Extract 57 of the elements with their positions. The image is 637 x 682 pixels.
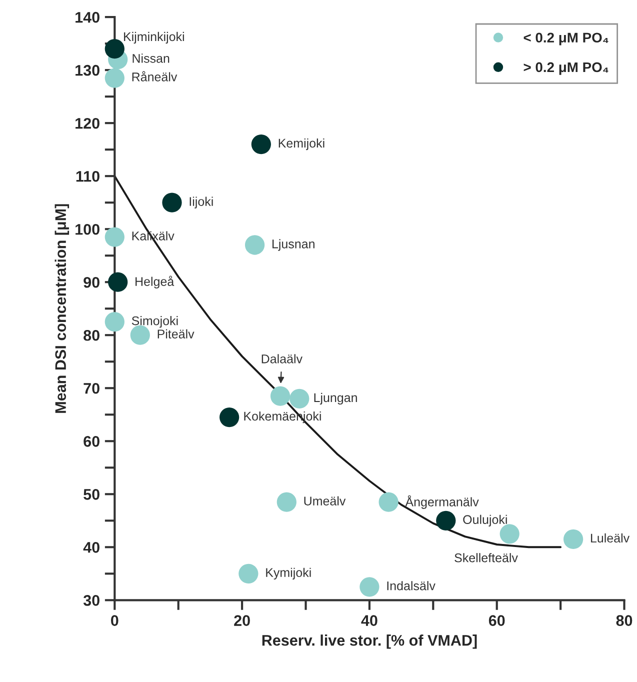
point [104,312,124,332]
annotation: Luleälv [590,533,630,543]
annotation: Nissan [132,54,170,63]
annotation: Ljungan [314,392,357,405]
point [563,529,584,550]
annotation: Simojoki [132,316,178,328]
point [244,235,265,255]
annotation: Indalsälv [387,581,436,590]
y-tick-label: 110 [76,170,100,182]
point [378,492,398,512]
y-tick-label: 120 [76,118,100,129]
annotation: Ljusnan [272,239,314,251]
annotation: Kemijoki [278,138,324,150]
y-tick-label: 40 [83,542,100,553]
x-tick-label: 60 [488,615,505,626]
y-tick-label: 70 [84,382,100,394]
x-tick-label: 20 [234,615,250,626]
annotation: Kijminkijoki [124,32,184,44]
annotation: Umeälv [304,496,346,506]
x-tick-label: 0 [111,615,118,626]
y-tick-label: 130 [76,64,100,76]
annotation: Dalaälv [262,354,302,364]
annotation: Råneälv [132,71,178,82]
y-tick-label: 80 [84,330,100,341]
annotation: Piteälv [158,329,194,338]
legend-label: < 0.2 μM PO₄ [524,32,608,46]
annotation: Skellefteälv [454,553,518,562]
y-tick-label: 100 [76,224,100,235]
y-tick-label: 60 [84,436,100,447]
point [104,68,124,88]
y-tick-label: 50 [84,489,100,500]
point [276,492,296,512]
point [251,134,271,154]
point [220,407,240,428]
point [108,272,128,292]
x-tick-label: 80 [616,615,632,626]
y-tick-label: 30 [83,595,100,606]
point [104,39,124,59]
x-axis-title: Reserv. live stor. [% of VMAD] [262,634,477,649]
annotation: Iijoki [190,196,213,208]
line-series [114,175,562,548]
annotation: Ångermanälv [405,495,479,509]
point [104,227,124,247]
point [162,192,182,212]
x-tick-label: 40 [361,615,378,626]
y-tick-label: 140 [76,12,100,23]
point [360,577,380,597]
legend-label: > 0.2 μM PO₄ [524,62,608,75]
annotation: Kymijoki [266,568,311,580]
point [436,510,456,530]
y-tick-label: 90 [84,276,100,288]
annotation: Oulujoki [463,514,507,526]
y-axis-title: Mean DSI concentration [μM] [54,204,70,413]
point [290,388,310,409]
point [270,386,290,406]
annotation: Helgeå [136,276,174,288]
point [238,564,258,584]
